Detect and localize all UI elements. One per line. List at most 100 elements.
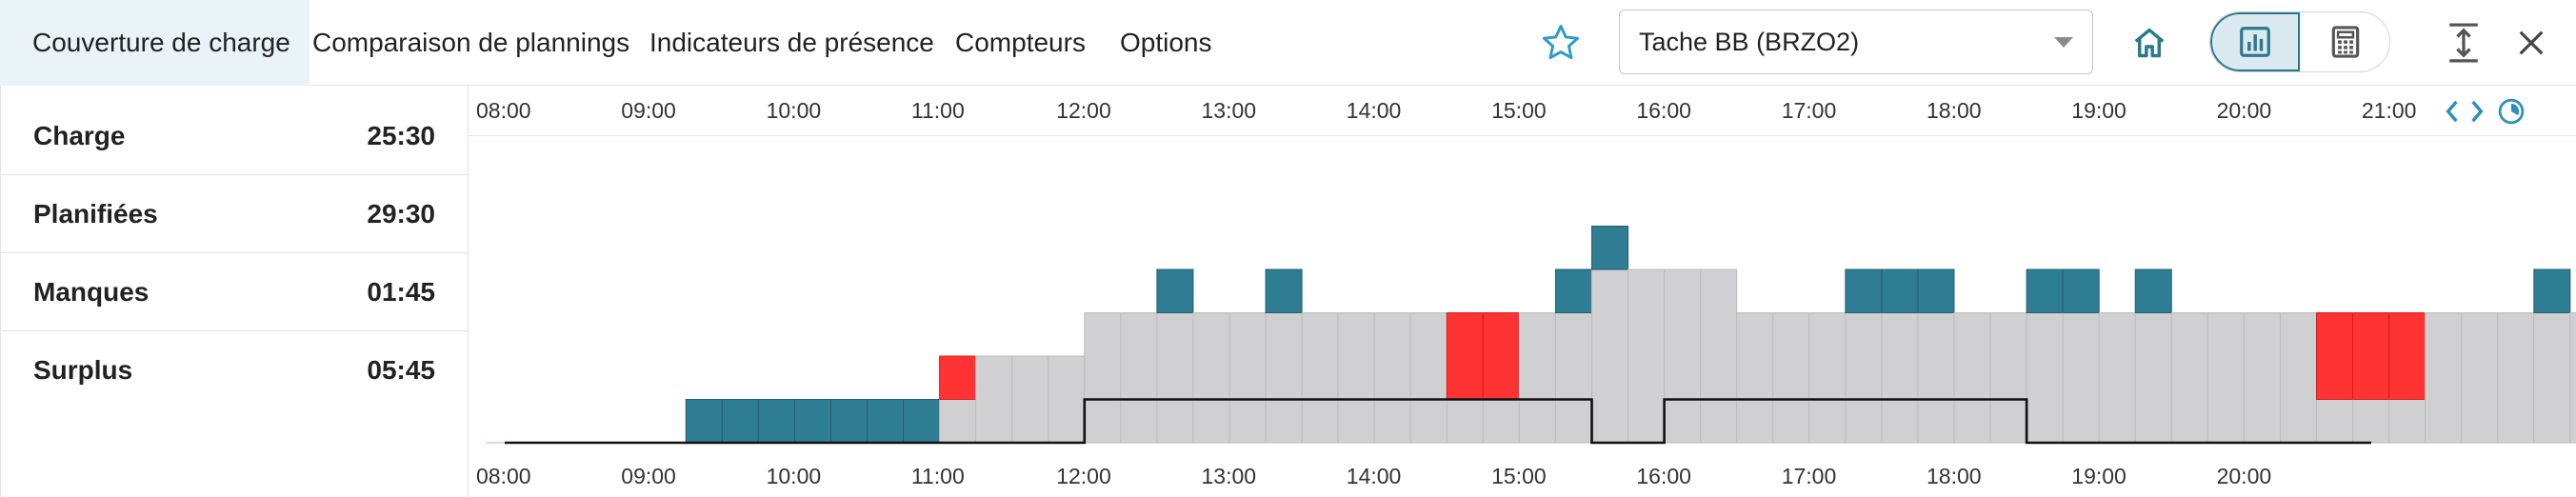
top-bar: Couverture de charge Comparaison de plan… — [0, 0, 2576, 86]
charge-bar — [2461, 312, 2499, 444]
charge-bar — [2352, 399, 2390, 444]
stats-panel: Charge 25:30 Planifiées 29:30 Manques 01… — [0, 86, 469, 497]
charge-bar — [1048, 355, 1086, 444]
x-tick-label-top: 17:00 — [1782, 98, 1837, 123]
x-tick-label-bottom: 08:00 — [476, 464, 531, 488]
charge-bar — [1554, 312, 1592, 444]
x-tick-label-top: 18:00 — [1927, 98, 1982, 123]
x-tick-label-top: 21:00 — [2362, 98, 2417, 123]
surplus-bar — [2026, 268, 2064, 313]
charge-bar — [2497, 312, 2535, 444]
charge-bar — [1192, 312, 1230, 444]
calculator-icon[interactable] — [2300, 12, 2389, 71]
stat-value: 05:45 — [367, 355, 435, 385]
surplus-bar — [903, 399, 941, 444]
charge-bar — [1011, 355, 1049, 444]
charge-bar — [1700, 268, 1738, 444]
x-tick-label-bottom: 11:00 — [911, 464, 965, 488]
surplus-bar — [1917, 268, 1955, 313]
bar-chart-icon[interactable] — [2210, 12, 2300, 71]
x-tick-label-bottom: 18:00 — [1927, 464, 1982, 488]
stat-manques: Manques 01:45 — [1, 253, 468, 331]
surplus-bar — [1156, 268, 1194, 313]
x-tick-label-top: 13:00 — [1202, 98, 1257, 123]
stat-value: 29:30 — [367, 199, 435, 229]
tab-options[interactable]: Options — [1120, 28, 1212, 57]
x-tick-label-top: 16:00 — [1636, 98, 1691, 123]
home-icon[interactable] — [2126, 17, 2173, 69]
surplus-bar — [685, 399, 723, 444]
shortage-bar — [939, 355, 977, 400]
charge-bar — [1808, 312, 1847, 444]
stat-label: Manques — [33, 277, 150, 307]
x-tick-label-top: 15:00 — [1491, 98, 1547, 123]
charge-bar — [1084, 312, 1122, 444]
charge-bar — [1446, 399, 1484, 444]
x-tick-label-bottom: 16:00 — [1636, 464, 1691, 488]
x-tick-label-bottom: 12:00 — [1056, 464, 1111, 488]
x-tick-label-bottom: 20:00 — [2217, 464, 2272, 488]
x-tick-label-top: 10:00 — [767, 98, 822, 123]
x-tick-label-bottom: 10:00 — [767, 464, 822, 488]
chevron-left-icon[interactable] — [2440, 97, 2465, 126]
x-tick-label-top: 09:00 — [621, 98, 676, 123]
charge-bar — [1953, 312, 1991, 444]
x-tick-label-bottom: 14:00 — [1347, 464, 1402, 488]
task-select-value: Tache BB (BRZO2) — [1639, 28, 1860, 56]
surplus-bar — [721, 399, 759, 444]
charge-bar — [939, 399, 977, 444]
charge-bar — [1120, 312, 1158, 444]
surplus-bar — [2062, 268, 2100, 313]
x-tick-label-bottom: 09:00 — [621, 464, 676, 488]
charge-bar — [1156, 312, 1194, 444]
view-toggle — [2209, 11, 2390, 72]
chevron-right-icon[interactable] — [2465, 97, 2489, 126]
surplus-bar — [829, 399, 869, 444]
charge-bar — [1736, 312, 1774, 444]
shortage-bar — [2316, 312, 2354, 400]
charge-bar — [2279, 312, 2317, 444]
task-select[interactable]: Tache BB (BRZO2) — [1619, 10, 2093, 74]
x-tick-label-top: 20:00 — [2217, 98, 2272, 123]
star-icon[interactable] — [1535, 17, 1587, 69]
tab-indicateurs-de-presence[interactable]: Indicateurs de présence — [649, 28, 934, 57]
stat-label: Planifiées — [33, 199, 158, 229]
stat-value: 25:30 — [367, 121, 435, 150]
charge-bar — [1228, 312, 1267, 444]
x-tick-label-bottom: 13:00 — [1202, 464, 1257, 488]
surplus-bar — [1591, 226, 1629, 270]
charge-bar — [975, 355, 1013, 444]
charge-bar — [2134, 312, 2172, 444]
clock-icon[interactable] — [2495, 95, 2527, 128]
charge-bar — [1664, 268, 1702, 444]
charge-bar — [1301, 312, 1339, 444]
shortage-bar — [2352, 312, 2390, 400]
stat-planifiees: Planifiées 29:30 — [1, 175, 468, 253]
tab-comparaison-de-plannings[interactable]: Comparaison de plannings — [312, 28, 630, 57]
surplus-bar — [1554, 268, 1592, 313]
charge-bar — [2098, 312, 2136, 444]
charge-bar — [2026, 312, 2064, 444]
surplus-bar — [1881, 268, 1919, 313]
expand-vertical-icon[interactable] — [2444, 17, 2484, 69]
charge-bar — [1337, 312, 1375, 444]
x-tick-label-top: 19:00 — [2071, 98, 2127, 123]
charge-bar — [1627, 268, 1666, 444]
charge-bar — [1845, 312, 1883, 444]
x-tick-label-top: 08:00 — [476, 98, 531, 123]
tab-couverture-de-charge[interactable]: Couverture de charge — [0, 0, 310, 86]
surplus-bar — [867, 399, 905, 444]
charge-bar — [1265, 312, 1303, 444]
charge-bar — [1989, 312, 2027, 444]
charge-bar — [1881, 312, 1919, 444]
charge-bar — [2062, 312, 2100, 444]
planned-line — [505, 398, 2371, 445]
x-tick-label-top: 12:00 — [1056, 98, 1111, 123]
surplus-bar — [1265, 268, 1303, 313]
shortage-bar — [1482, 312, 1520, 400]
surplus-bar — [2134, 268, 2172, 313]
close-icon[interactable] — [2510, 21, 2552, 65]
tab-compteurs[interactable]: Compteurs — [955, 28, 1086, 57]
x-tick-label-top: 14:00 — [1347, 98, 1402, 123]
charge-bar — [2425, 312, 2463, 444]
